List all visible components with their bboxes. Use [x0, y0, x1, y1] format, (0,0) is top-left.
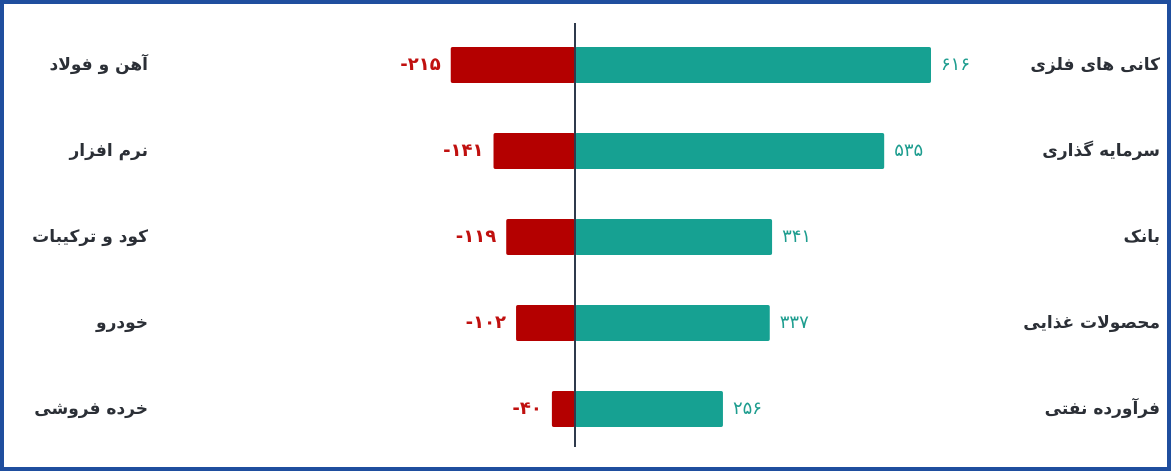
negative-bar [516, 305, 575, 341]
negative-category-label: کود و ترکیبات [32, 227, 148, 247]
positive-value-label: ۳۴۱ [782, 226, 811, 247]
negative-bar [493, 133, 575, 169]
labels-layer: ۶۱۶ -۲۱۵ کانی های فلزی آهن و فولاد ۵۳۵ -۱۴۱ سر… [32, 53, 1160, 419]
positive-bar [575, 47, 931, 83]
negative-category-label: خودرو [95, 313, 148, 333]
positive-category-label: کانی های فلزی [1030, 55, 1160, 75]
negative-value-label: -۱۰۲ [466, 312, 506, 333]
negative-bar [506, 219, 575, 255]
negative-bar [450, 47, 575, 83]
positive-bar [575, 133, 885, 169]
negative-bar [551, 391, 575, 427]
negative-value-label: -۲۱۵ [400, 54, 440, 75]
positive-value-label: ۲۵۶ [733, 398, 762, 419]
positive-category-label: محصولات غذایی [1023, 313, 1160, 333]
negative-value-label: -۴۰ [512, 398, 541, 419]
bars-layer [450, 47, 931, 427]
positive-value-label: ۶۱۶ [941, 54, 970, 75]
positive-bar [575, 219, 773, 255]
positive-value-label: ۵۳۵ [894, 140, 923, 161]
positive-bar [575, 305, 770, 341]
negative-category-label: خرده فروشی [34, 399, 148, 419]
negative-value-label: -۱۴۱ [443, 140, 483, 161]
negative-category-label: آهن و فولاد [50, 53, 150, 75]
positive-category-label: سرمایه گذاری [1042, 140, 1160, 161]
positive-bar [575, 391, 723, 427]
negative-category-label: نرم افزار [69, 141, 148, 161]
positive-category-label: بانک [1123, 227, 1160, 247]
positive-category-label: فرآورده نفتی [1045, 397, 1160, 419]
negative-value-label: -۱۱۹ [456, 226, 496, 247]
positive-value-label: ۳۳۷ [780, 312, 809, 333]
